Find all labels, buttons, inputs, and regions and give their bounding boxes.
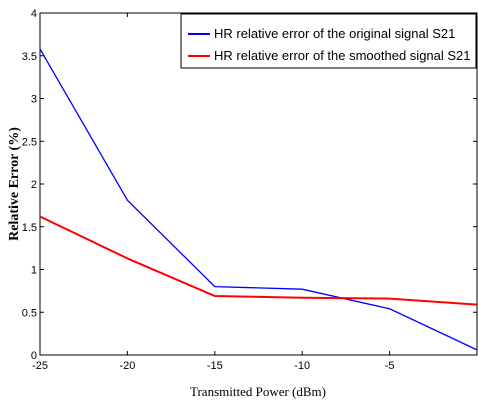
series-line-original: [39, 48, 478, 351]
legend: HR relative error of the original signal…: [180, 13, 477, 69]
legend-label-original: HR relative error of the original signal…: [214, 26, 455, 41]
y-tick-label: 2: [31, 179, 37, 191]
y-tick-label: 3: [31, 94, 37, 106]
x-tick-label: -25: [32, 360, 48, 372]
x-tick-label: -10: [294, 360, 310, 372]
y-tick-label: 4: [31, 8, 37, 20]
x-tick-label: -5: [385, 360, 395, 372]
axis-ticks: -25 -20 -15 -10 -5 0 0.5 1 1.5 2 2.5 3 3.5 4: [22, 8, 477, 372]
series-layer: [39, 48, 478, 351]
y-tick-label: 3.5: [22, 51, 37, 63]
series-line-smoothed: [39, 215, 478, 306]
y-tick-label: 0.5: [22, 307, 37, 319]
y-tick-label: 2.5: [22, 136, 37, 148]
y-axis-label: Relative Error (%): [7, 127, 22, 241]
y-tick-label: 1: [31, 265, 37, 277]
y-tick-label: 1.5: [22, 222, 37, 234]
legend-box: [180, 13, 477, 69]
x-axis-label: Transmitted Power (dBm): [190, 384, 326, 399]
y-tick-label: 0: [31, 350, 37, 362]
x-tick-label: -20: [119, 360, 135, 372]
plot-area: [39, 12, 478, 356]
x-tick-label: -15: [207, 360, 223, 372]
legend-label-smoothed: HR relative error of the smoothed signal…: [214, 48, 471, 63]
